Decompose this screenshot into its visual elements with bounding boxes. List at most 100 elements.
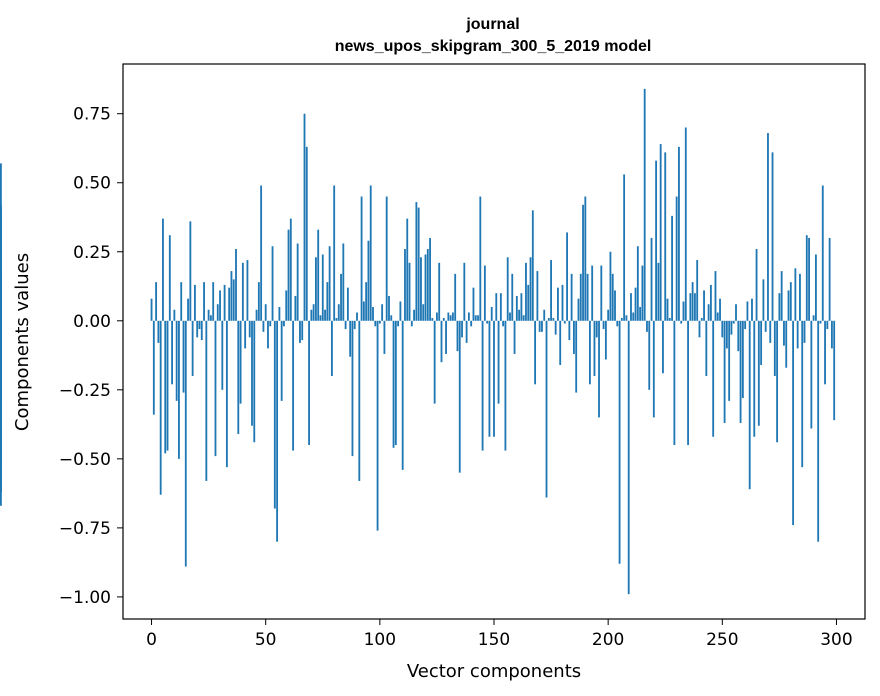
bar — [461, 320, 463, 338]
bar — [246, 260, 249, 321]
bar — [714, 271, 717, 321]
bar — [744, 320, 747, 330]
bar — [342, 243, 345, 321]
bar — [794, 268, 797, 321]
bar — [349, 320, 352, 357]
x-tick-label: 50 — [255, 630, 277, 650]
bar — [563, 320, 566, 324]
bar — [330, 320, 333, 377]
bar — [771, 152, 774, 321]
bar — [321, 254, 324, 321]
bar — [340, 273, 342, 321]
x-tick-label: 250 — [706, 630, 738, 650]
bar — [207, 309, 210, 321]
bar — [178, 320, 180, 459]
bar — [741, 320, 744, 399]
bar — [682, 301, 685, 321]
bar — [283, 320, 285, 327]
bar — [735, 304, 737, 321]
bar — [180, 282, 183, 321]
bar — [662, 320, 664, 374]
bar — [426, 249, 429, 321]
bar — [739, 320, 742, 423]
bar — [593, 320, 596, 377]
bar — [490, 306, 493, 321]
bar — [166, 320, 169, 451]
bar — [255, 309, 258, 321]
bar — [799, 273, 801, 321]
bar — [333, 185, 336, 321]
bar — [477, 315, 479, 321]
chart-subtitle: news_upos_skipgram_300_5_2019 model — [335, 38, 652, 55]
bar — [415, 202, 418, 321]
bar — [531, 210, 534, 321]
bar — [760, 320, 763, 365]
bar — [707, 304, 710, 321]
bar — [762, 279, 765, 321]
bar — [721, 320, 724, 338]
bar — [315, 257, 317, 321]
bar — [659, 144, 662, 321]
bar — [652, 320, 655, 418]
bar — [235, 249, 237, 321]
bar — [778, 293, 781, 321]
bar — [785, 320, 788, 368]
bar — [429, 237, 431, 321]
bar — [694, 293, 696, 321]
bar — [488, 320, 491, 437]
bar — [664, 152, 667, 321]
bar — [598, 320, 600, 418]
bar — [730, 320, 733, 335]
bar — [559, 320, 562, 365]
bar — [219, 290, 221, 321]
bar — [385, 196, 388, 321]
bar — [150, 298, 153, 321]
x-tick-label: 300 — [820, 630, 852, 650]
bar — [159, 320, 162, 495]
y-tick-label: 0.25 — [73, 243, 111, 263]
bar — [611, 273, 614, 321]
bar — [648, 320, 651, 390]
bar — [399, 301, 402, 321]
bar — [182, 320, 185, 393]
bar — [641, 265, 644, 321]
bar — [561, 284, 564, 321]
bar — [388, 295, 390, 321]
bar — [757, 320, 760, 426]
bar — [335, 318, 338, 321]
bar — [824, 320, 826, 385]
bar — [545, 320, 548, 498]
bar — [557, 287, 559, 321]
bar — [442, 318, 445, 321]
bar — [703, 290, 705, 321]
y-tick-label: 0.00 — [73, 312, 111, 332]
bar — [155, 282, 158, 321]
bar — [753, 320, 756, 437]
bar — [582, 204, 584, 321]
x-axis-label: Vector components — [407, 661, 581, 682]
bar — [543, 309, 546, 321]
bar — [162, 218, 164, 321]
bar — [216, 304, 219, 321]
bar — [579, 273, 582, 321]
bar — [463, 262, 466, 321]
bar — [351, 320, 354, 457]
bar — [639, 306, 642, 321]
bar — [260, 185, 263, 321]
bar — [230, 271, 233, 321]
bar — [787, 290, 790, 321]
bar — [607, 309, 610, 321]
bar — [696, 260, 699, 321]
bar — [374, 320, 377, 327]
bar — [657, 262, 660, 321]
bar — [764, 320, 767, 332]
bar — [723, 320, 726, 423]
bar — [728, 320, 731, 401]
bar — [445, 320, 447, 354]
bar — [646, 320, 648, 332]
bar — [552, 318, 555, 321]
bar — [196, 320, 199, 338]
bar — [783, 320, 785, 346]
bar — [420, 257, 422, 321]
